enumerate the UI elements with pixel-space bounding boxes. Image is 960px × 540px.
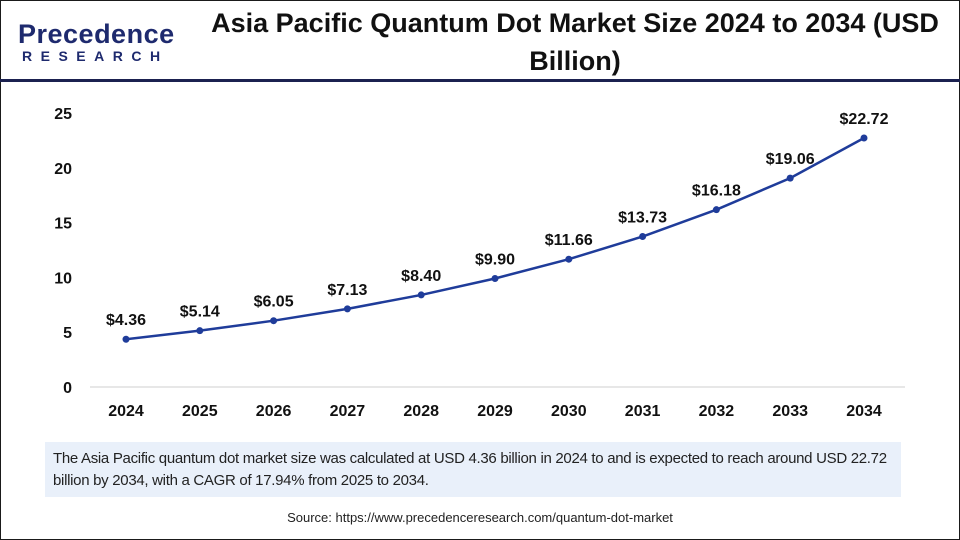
x-tick-label: 2026 [256,403,292,420]
y-tick-label: 25 [54,106,72,123]
chart-title: Asia Pacific Quantum Dot Market Size 202… [211,8,939,76]
y-tick-label: 5 [63,325,72,342]
y-tick-label: 20 [54,161,72,178]
data-point [417,291,425,299]
header-divider [0,79,960,82]
data-label: $16.18 [692,183,741,200]
x-tick-label: 2029 [477,403,513,420]
y-tick-label: 15 [54,216,72,233]
data-point [639,233,647,241]
x-tick-label: 2030 [551,403,587,420]
data-label: $13.73 [618,210,667,227]
x-tick-label: 2031 [625,403,661,420]
y-tick-label: 0 [63,380,72,397]
data-label: $22.72 [840,111,889,128]
data-label: $6.05 [254,294,294,311]
data-point [860,134,868,142]
x-tick-label: 2024 [108,403,144,420]
data-point [122,335,130,343]
data-label: $11.66 [545,232,593,249]
data-point [491,274,499,282]
data-point [270,317,278,325]
data-label: $7.13 [327,282,367,299]
logo-line1: Precedence [18,19,175,49]
summary-text: The Asia Pacific quantum dot market size… [45,442,901,497]
x-tick-label: 2032 [699,403,735,420]
series-line [125,136,865,341]
data-point [786,174,794,182]
data-point [712,206,720,214]
logo-line2: RESEARCH [22,48,169,64]
x-tick-label: 2025 [182,403,218,420]
precedence-research-logo: Precedence RESEARCH [18,19,175,65]
y-tick-label: 10 [54,270,72,287]
data-label: $5.14 [180,304,220,321]
source-text: Source: https://www.precedenceresearch.c… [287,510,673,525]
data-label: $19.06 [766,151,815,168]
x-tick-label: 2028 [403,403,439,420]
data-label: $9.90 [475,251,515,268]
x-tick-label: 2027 [330,403,366,420]
data-point [343,305,351,313]
data-point [196,327,204,335]
data-point [565,255,573,263]
x-tick-label: 2033 [772,403,808,420]
x-tick-label: 2034 [846,403,882,420]
data-label: $4.36 [106,312,146,329]
data-label: $8.40 [401,268,441,285]
